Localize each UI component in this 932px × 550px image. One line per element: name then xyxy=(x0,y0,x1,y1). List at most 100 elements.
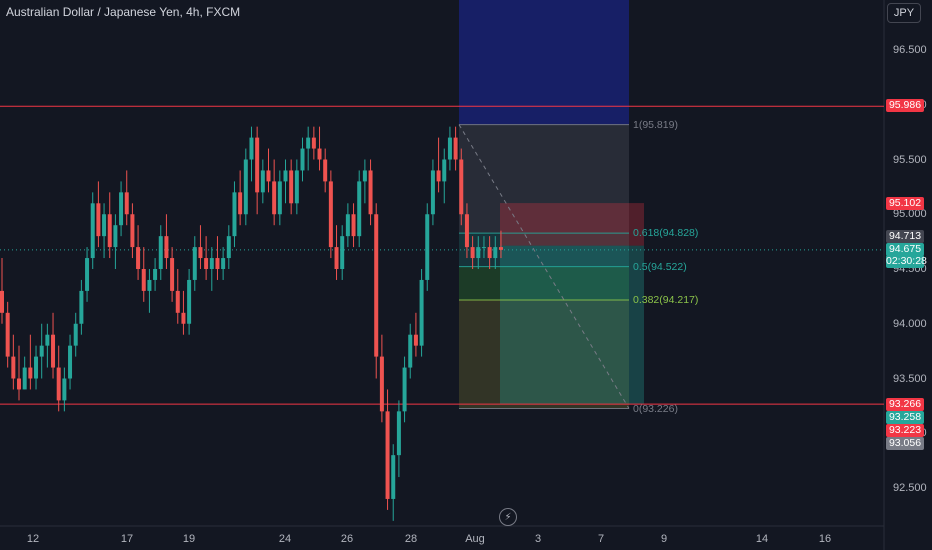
candle-body-51 xyxy=(289,170,294,204)
candle-body-81 xyxy=(459,159,464,215)
fib-zone-upper xyxy=(459,124,629,234)
candle-body-23 xyxy=(130,214,135,248)
x-tick-label: 26 xyxy=(340,533,354,545)
candle-body-54 xyxy=(306,137,311,149)
candle-body-84 xyxy=(476,247,481,259)
candle-body-29 xyxy=(164,236,169,259)
price-tag: 93.223 xyxy=(886,423,924,437)
candle-body-12 xyxy=(68,345,73,379)
candle-body-47 xyxy=(266,170,271,182)
x-tick-label: 14 xyxy=(755,533,769,545)
candle-body-25 xyxy=(141,269,146,291)
y-tick-label: 94.000 xyxy=(893,317,927,330)
fib-level-label: 0(93.226) xyxy=(633,402,678,415)
candle-body-11 xyxy=(62,378,67,401)
candle-body-0 xyxy=(0,290,4,313)
x-tick-label: 19 xyxy=(182,533,196,545)
y-tick-label: 93.500 xyxy=(893,372,927,385)
x-tick-label: 12 xyxy=(26,533,40,545)
candle-body-78 xyxy=(442,159,447,182)
price-tag: 95.102 xyxy=(886,196,924,210)
candle-body-21 xyxy=(119,192,124,226)
candle-body-58 xyxy=(328,181,333,248)
candle-body-61 xyxy=(345,214,350,237)
candle-body-56 xyxy=(317,148,322,160)
candle-body-79 xyxy=(447,137,452,160)
candle-body-39 xyxy=(221,258,226,269)
candle-body-28 xyxy=(158,236,163,269)
fib-zone-lower xyxy=(459,266,629,300)
candle-body-33 xyxy=(187,279,192,324)
candle-body-46 xyxy=(260,170,265,193)
candle-body-69 xyxy=(391,455,396,499)
candle-body-64 xyxy=(362,170,367,182)
candle-body-87 xyxy=(493,247,498,259)
candle-body-74 xyxy=(419,279,424,346)
candle-body-53 xyxy=(300,148,305,171)
candle-body-68 xyxy=(385,411,390,499)
x-tick-label: 7 xyxy=(597,533,605,545)
y-tick-label: 96.500 xyxy=(893,44,927,56)
candle-body-48 xyxy=(272,181,277,215)
x-tick-label: 28 xyxy=(404,533,418,545)
candle-body-77 xyxy=(436,170,441,182)
candles xyxy=(0,126,503,521)
candle-body-20 xyxy=(113,225,118,248)
x-tick-label: 16 xyxy=(818,533,832,545)
price-tag: 93.266 xyxy=(886,397,924,411)
price-tag: 95.986 xyxy=(886,98,924,112)
candle-body-42 xyxy=(238,192,243,215)
fib-level-label: 0.5(94.522) xyxy=(633,260,687,273)
candle-body-82 xyxy=(464,214,469,248)
candle-body-4 xyxy=(22,367,27,390)
candle-body-70 xyxy=(396,411,401,456)
candle-body-71 xyxy=(402,367,407,412)
chart-title: Australian Dollar / Japanese Yen, 4h, FX… xyxy=(6,5,241,19)
candle-body-37 xyxy=(209,258,214,269)
price-tag: 02:30:28 xyxy=(886,254,927,268)
candle-body-72 xyxy=(408,334,413,368)
candle-body-18 xyxy=(102,214,107,237)
candle-body-13 xyxy=(73,323,78,346)
candle-body-15 xyxy=(85,258,90,291)
candle-body-85 xyxy=(481,247,486,249)
candle-body-43 xyxy=(243,159,248,215)
candle-body-57 xyxy=(323,159,328,182)
candle-body-26 xyxy=(147,279,152,291)
x-tick-label: Aug xyxy=(465,533,485,545)
candle-body-22 xyxy=(124,192,129,215)
price-tag: 93.056 xyxy=(886,436,924,450)
candle-body-83 xyxy=(470,247,475,259)
candle-body-66 xyxy=(374,214,379,357)
candle-body-19 xyxy=(107,214,112,248)
candle-body-60 xyxy=(340,236,345,269)
candle-body-36 xyxy=(204,258,209,269)
candle-body-31 xyxy=(175,290,180,313)
candle-body-5 xyxy=(28,367,33,379)
candle-body-14 xyxy=(79,290,84,324)
y-tick-label: 92.500 xyxy=(893,482,927,494)
candle-body-62 xyxy=(351,214,356,237)
candle-body-6 xyxy=(34,356,39,379)
candle-body-3 xyxy=(17,378,22,390)
candle-body-27 xyxy=(153,269,158,280)
target-zone xyxy=(459,0,629,125)
candle-body-67 xyxy=(379,356,384,412)
candle-body-7 xyxy=(39,345,44,357)
candle-body-73 xyxy=(413,334,418,346)
candle-body-38 xyxy=(215,258,220,269)
currency-button[interactable]: JPY xyxy=(887,3,921,23)
candle-body-45 xyxy=(255,137,260,193)
candle-body-35 xyxy=(198,247,203,259)
drawing-layer xyxy=(0,0,885,550)
candle-body-59 xyxy=(334,247,339,269)
candle-body-17 xyxy=(96,203,101,237)
take-profit-zone xyxy=(500,245,644,405)
candle-body-75 xyxy=(425,214,430,280)
flash-icon[interactable]: ⚡ xyxy=(499,508,517,526)
candle-body-41 xyxy=(232,192,237,237)
fib-trend-line xyxy=(458,124,630,409)
x-tick-label: 17 xyxy=(120,533,134,545)
fib-level-label: 0.382(94.217) xyxy=(633,293,699,306)
